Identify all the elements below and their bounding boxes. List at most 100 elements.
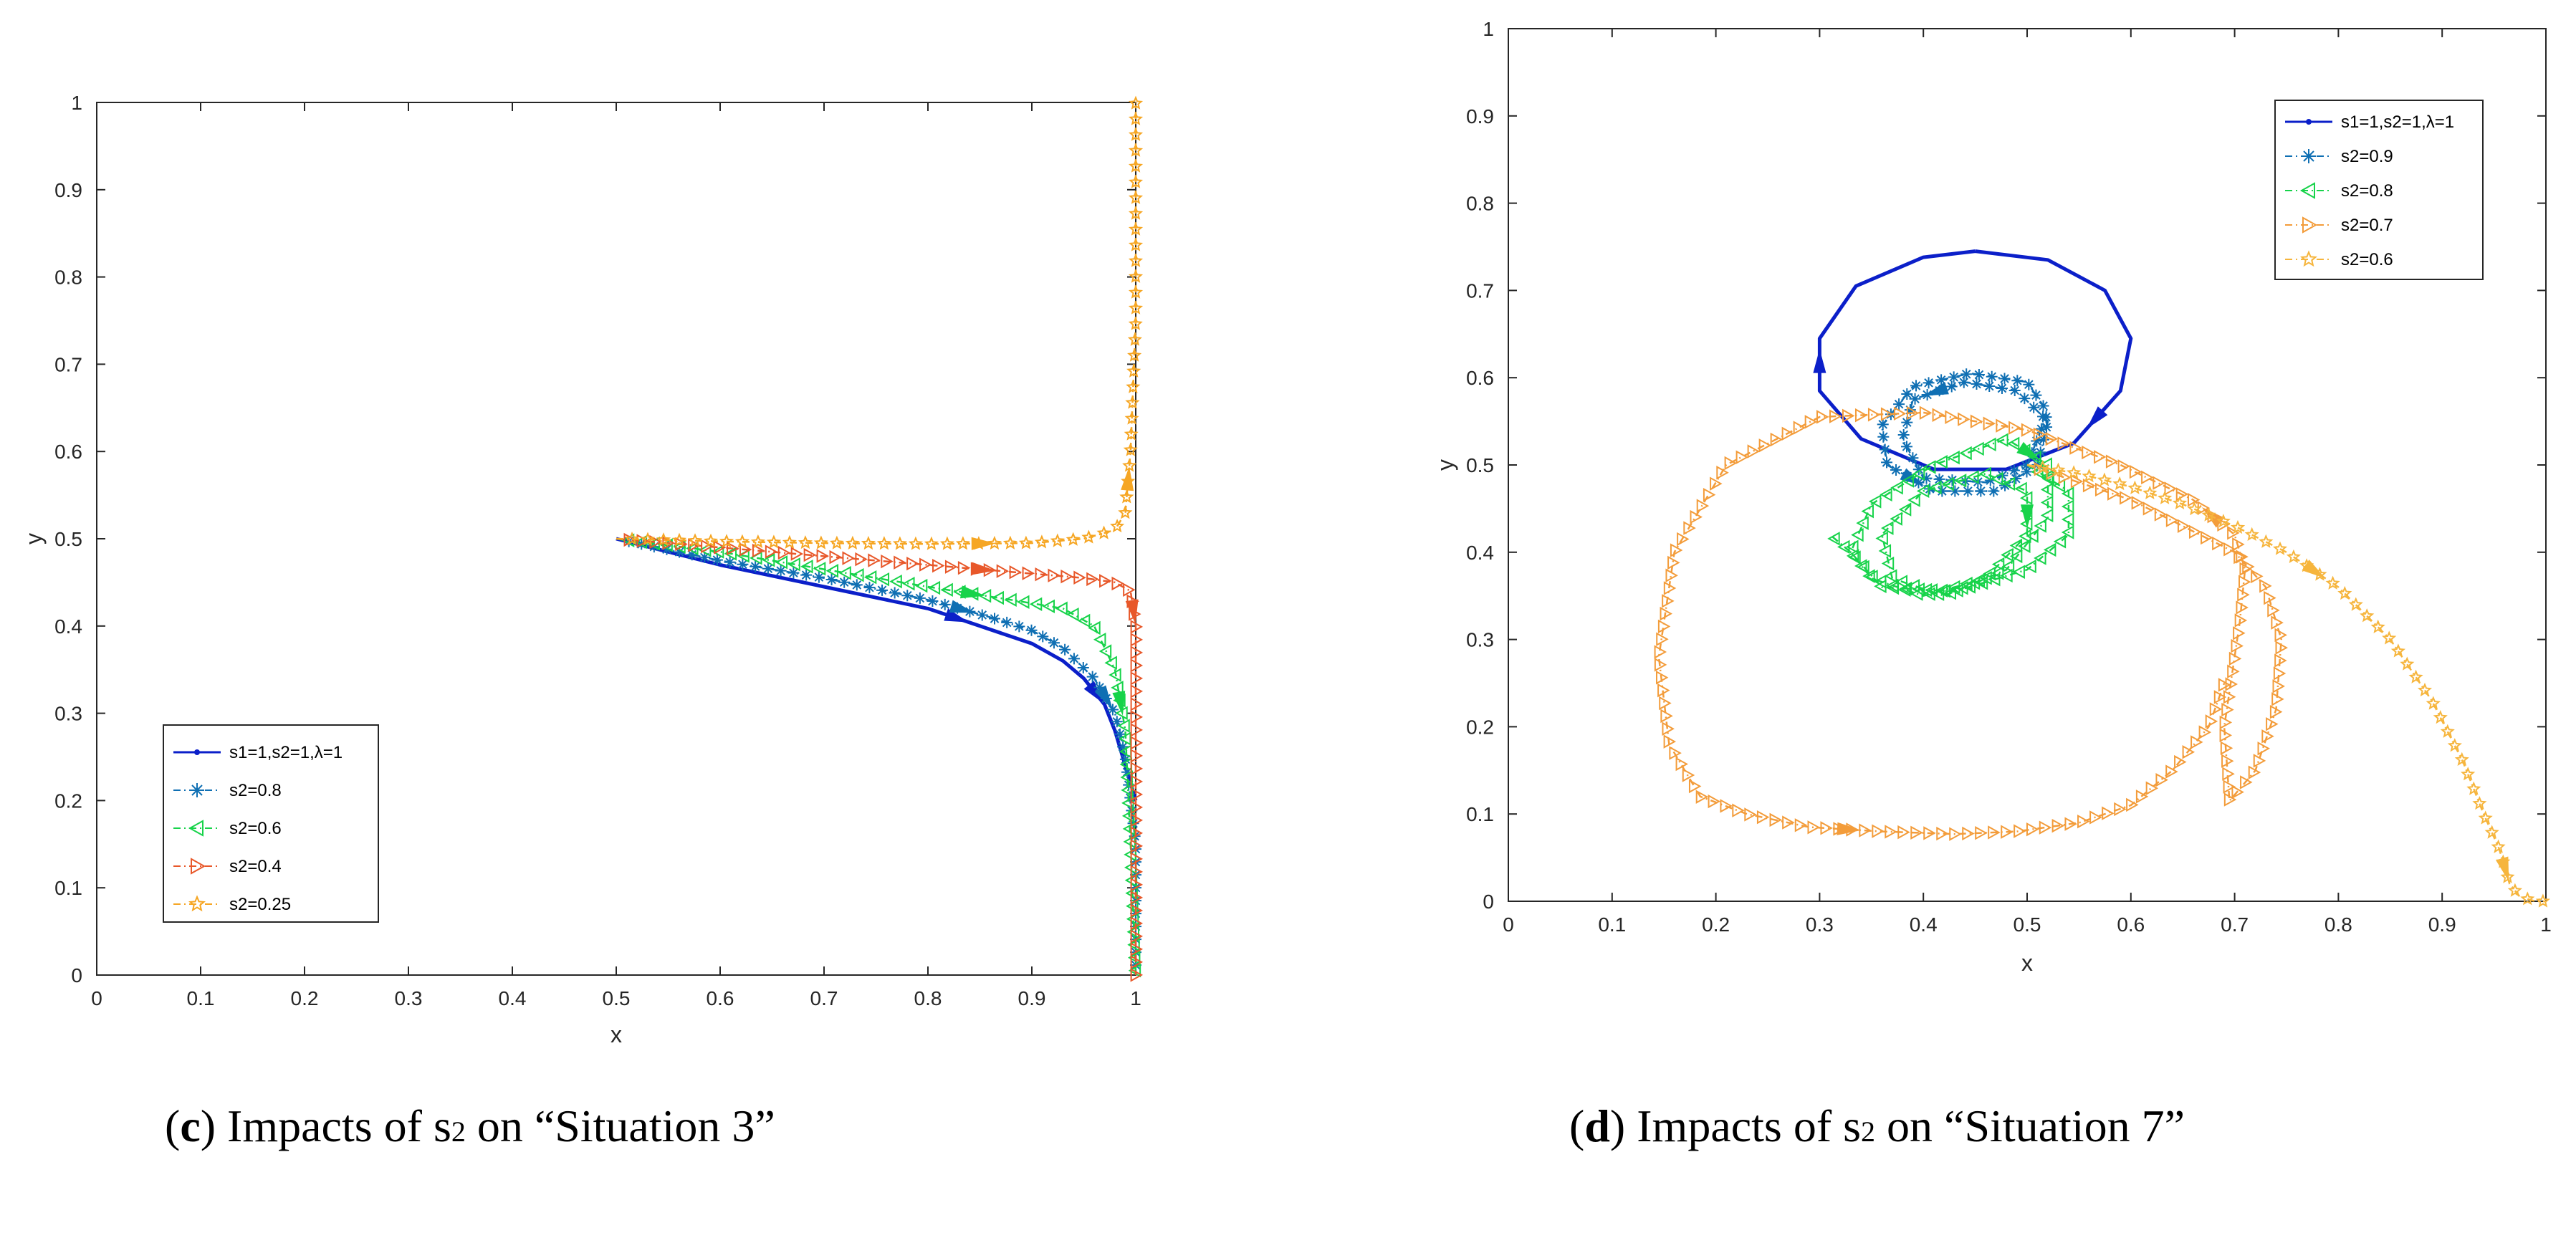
chart-c-series-marker	[1093, 681, 1106, 694]
chart-d-series-marker	[1947, 580, 1960, 595]
chart-c-series-marker	[1002, 535, 1018, 549]
chart-d-series-marker	[2274, 628, 2287, 643]
chart-d-series-marker	[1895, 575, 1908, 589]
chart-d-series-marker	[2275, 640, 2288, 655]
chart-c-x-tick-label: 1	[1130, 987, 1141, 1009]
chart-c-x-tick-label: 0.1	[187, 987, 215, 1009]
chart-c-series-marker	[863, 570, 877, 585]
chart-d-series-marker	[2447, 738, 2462, 752]
chart-c-series-marker	[927, 580, 941, 595]
chart-c-series-marker	[787, 567, 800, 579]
chart-d-series-marker	[1665, 568, 1678, 582]
chart-d-legend-label: s2=0.9	[2341, 147, 2393, 166]
chart-c-series-marker	[1130, 942, 1144, 956]
chart-c-series-marker	[1128, 221, 1144, 236]
chart-d-y-tick-label: 0.5	[1466, 454, 1494, 476]
chart-d-series-marker	[2029, 450, 2041, 465]
chart-d-series-marker	[1906, 405, 1920, 421]
chart-c-series-marker	[1126, 379, 1141, 393]
chart-d-series-line	[1817, 249, 2133, 471]
chart-c-legend-label: s2=0.4	[229, 857, 282, 876]
chart-d-series-marker	[2012, 565, 2025, 580]
chart-d-series-marker	[2089, 810, 2102, 825]
chart-d-series-marker	[2248, 765, 2261, 779]
chart-d-series-marker	[1971, 378, 1983, 390]
chart-c-series-marker	[1068, 653, 1080, 665]
chart-c-series-marker	[1128, 158, 1144, 173]
chart-d-series-marker	[1945, 380, 1958, 393]
chart-c-series-marker	[1128, 206, 1144, 220]
chart-d-series-marker	[1861, 504, 1874, 519]
chart-d-series-marker	[2227, 526, 2240, 540]
chart-c-series-marker	[1128, 174, 1144, 188]
chart-c-series-marker	[987, 535, 1002, 550]
chart-c-series-marker	[1130, 929, 1144, 944]
chart-c-series-marker	[661, 543, 673, 555]
chart-d-series-marker	[1756, 810, 1770, 825]
chart-d-legend-marker	[2302, 149, 2316, 163]
chart-d-series-marker	[2069, 441, 2082, 455]
chart-d: 0 0.1 0.2 0.3 0.4 0.5 0.6 0.7 0.8 0.9 1 0 0.1 0.2 0.3…	[1432, 18, 2552, 976]
chart-c-legend-label: s1=1,s2=1,λ=1	[229, 743, 343, 762]
chart-d-series-marker	[2028, 401, 2040, 413]
chart-c-series-marker	[1066, 532, 1081, 546]
chart-c-series-marker	[1013, 620, 1025, 633]
chart-d-series-marker	[2433, 709, 2448, 724]
chart-d-x-tick-label: 0.4	[1910, 913, 1938, 936]
chart-d-series-marker	[2257, 742, 2270, 756]
chart-d-series-marker	[2006, 436, 2020, 451]
chart-c-x-axis-label: x	[611, 1022, 622, 1047]
chart-d-series-marker	[1696, 499, 1710, 513]
chart-d-series-marker	[2266, 716, 2279, 731]
chart-d-legend-box	[2274, 100, 2484, 280]
chart-d-series-marker	[1881, 521, 1894, 535]
chart-d-x-tick-labels: 0 0.1 0.2 0.3 0.4 0.5 0.6 0.7 0.8 0.9 1	[1503, 913, 2552, 936]
chart-d-series-marker	[2142, 501, 2156, 516]
chart-c-series-marker	[924, 536, 939, 550]
chart-d-series-marker	[1703, 487, 1716, 502]
chart-d-series-marker	[1656, 632, 1669, 646]
chart-d-series-marker	[2236, 600, 2249, 615]
chart-c-y-tick-label: 0.1	[54, 877, 82, 899]
chart-c-series-marker	[1086, 671, 1098, 683]
chart-d-series-marker	[1953, 474, 1967, 488]
chart-d-series-marker	[1923, 826, 1936, 840]
chart-c-series-marker	[1111, 576, 1124, 591]
chart-d-series-marker	[2145, 781, 2159, 795]
chart-d-series-marker	[2040, 495, 2054, 510]
chart-d-y-tick-label: 0.1	[1466, 803, 1494, 825]
chart-d-series-line	[2026, 464, 2546, 903]
chart-d-series-marker	[1663, 581, 1677, 595]
caption-c-letter: c	[180, 1100, 201, 1151]
chart-d-series-marker	[1949, 485, 1961, 497]
chart-c-series-marker	[1022, 566, 1035, 580]
chart-d-series-marker	[2009, 538, 2023, 553]
chart-d-series-marker	[2234, 613, 2248, 628]
chart-c-series-marker	[813, 535, 828, 549]
chart-c-series-marker	[825, 574, 838, 586]
chart-d-series-marker	[2535, 893, 2550, 908]
chart-d-series-marker	[2082, 479, 2096, 493]
chart-c-series-marker	[1130, 916, 1144, 931]
chart-c-series-marker	[624, 532, 640, 546]
chart-d-legend: s1=1,s2=1,λ=1 s2=0.9 s2=0.8 s2=0.7 s2=0.6	[2274, 100, 2484, 280]
chart-d-series-marker	[1923, 377, 1935, 389]
chart-d-series-marker	[1862, 569, 1875, 583]
chart-d-series-marker	[1946, 474, 1958, 486]
chart-c-series-marker	[1018, 535, 1033, 549]
chart-d-series-marker	[2008, 385, 2021, 397]
chart-c-series-marker	[1117, 719, 1130, 733]
chart-d-series-marker	[1972, 572, 1986, 587]
chart-d-series-marker	[1901, 474, 1915, 488]
chart-d-x-tick-label: 0.8	[2324, 913, 2352, 936]
chart-d-series-marker	[2002, 476, 2016, 491]
chart-c-y-tick-labels: 0 0.1 0.2 0.3 0.4 0.5 0.6 0.7 0.8 0.9 1	[54, 92, 82, 987]
caption-d-pre: ) Impacts of s	[1609, 1100, 1862, 1151]
chart-d-series-marker	[1935, 583, 1948, 597]
chart-c-series-marker	[719, 534, 734, 548]
chart-d-direction-arrow	[1813, 349, 1826, 373]
chart-c-series-marker	[991, 590, 1004, 605]
chart-d-x-tick-label: 1	[2540, 913, 2552, 936]
caption-c-pre: ) Impacts of s	[200, 1100, 451, 1151]
chart-d-series-marker	[2219, 715, 2233, 730]
